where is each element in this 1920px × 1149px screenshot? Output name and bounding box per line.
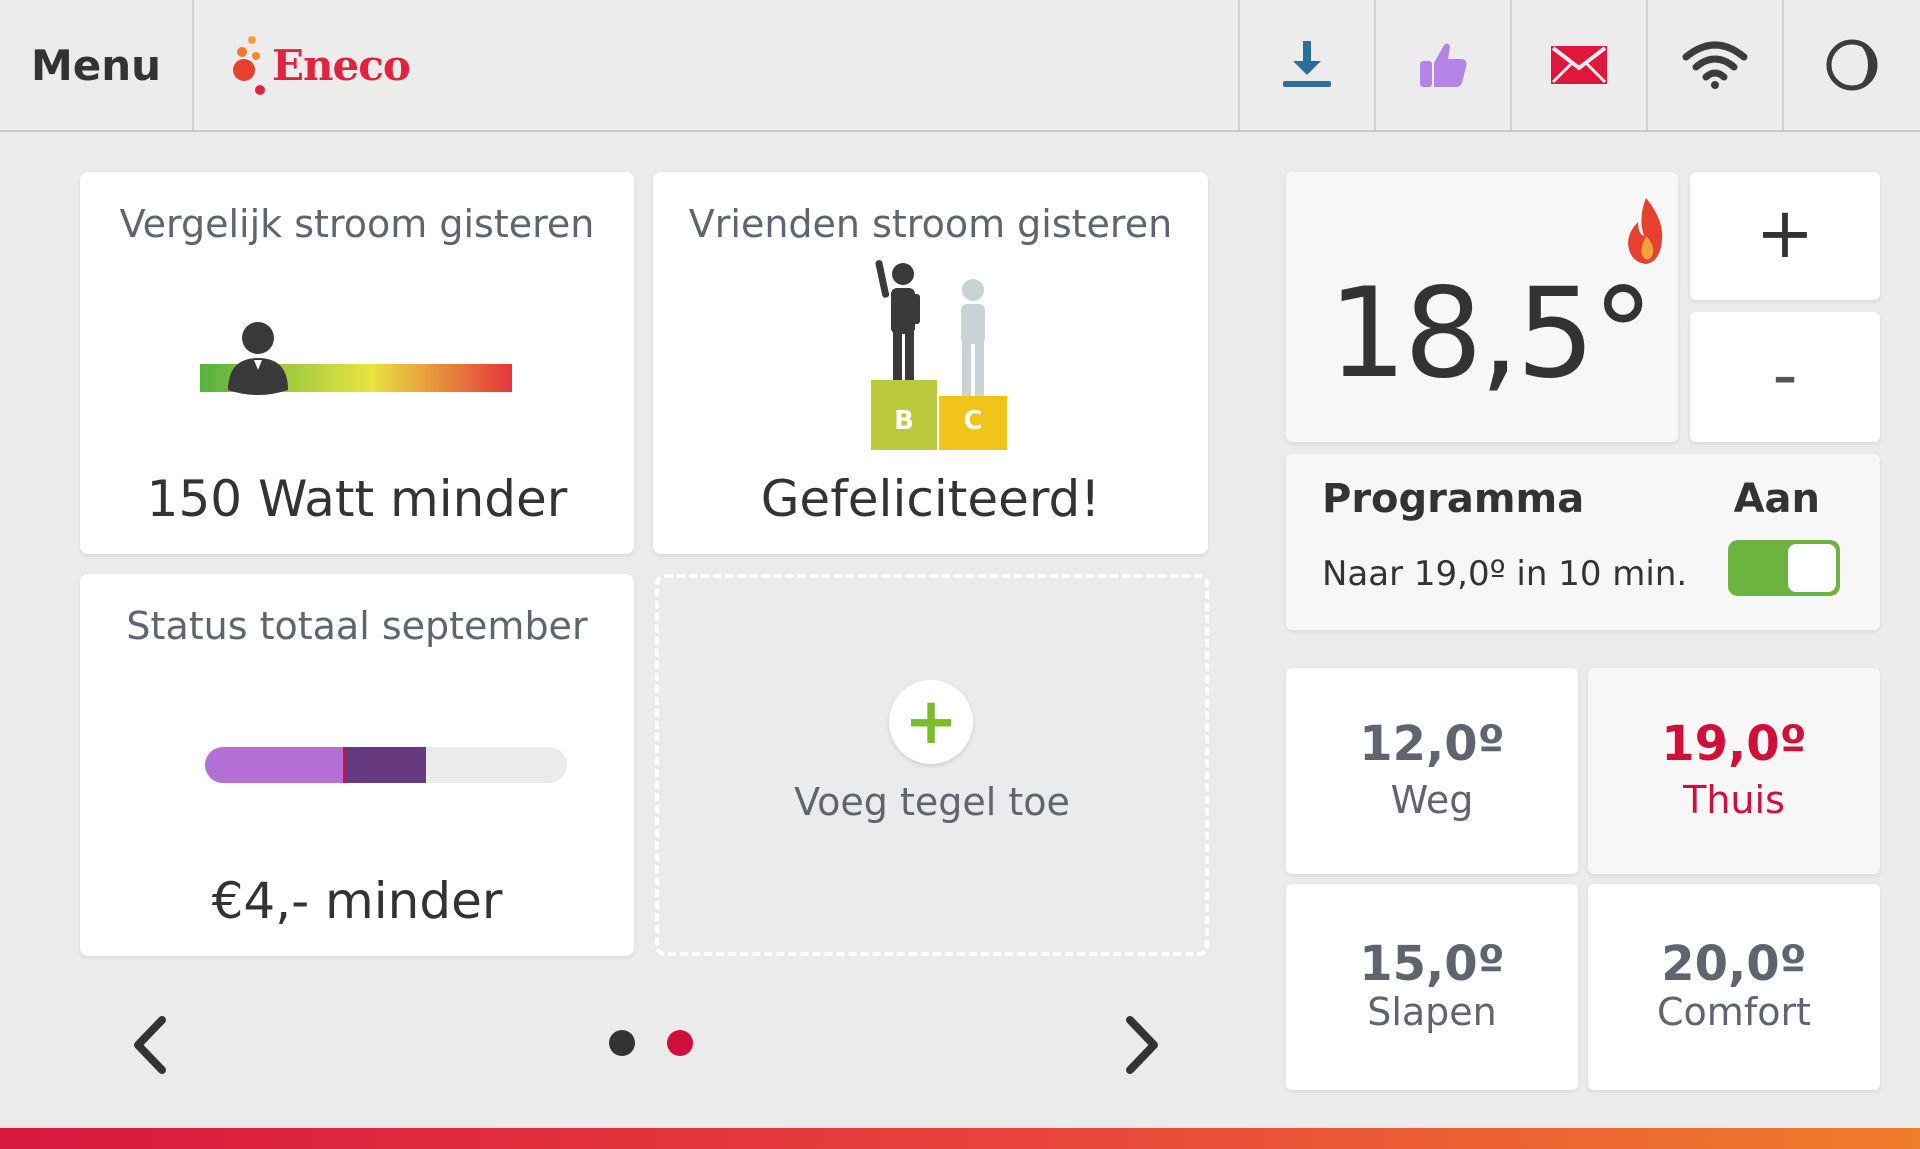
compare-power-tile[interactable]: Vergelijk stroom gisteren 150 Watt minde… [80, 172, 634, 554]
messages-button[interactable] [1510, 0, 1646, 130]
program-info: Naar 19,0º in 10 min. [1322, 554, 1688, 594]
status-total-tile[interactable]: Status totaal september €4,- minder [80, 574, 634, 956]
progress-fill-light [205, 747, 343, 783]
tile-value: 150 Watt minder [146, 470, 568, 528]
wifi-button[interactable] [1646, 0, 1782, 130]
brand-name: Eneco [272, 40, 411, 90]
preset-label: Weg [1390, 778, 1474, 822]
current-temperature-panel: 18,5° [1286, 172, 1678, 442]
tile-value: Gefeliciteerd! [760, 470, 1101, 528]
podium-illustration [871, 260, 1007, 450]
preset-value: 19,0º [1661, 716, 1807, 772]
add-tile-placeholder[interactable]: + Voeg tegel toe [655, 574, 1209, 956]
friend-figure-icon [961, 279, 985, 396]
preset-label: Comfort [1657, 990, 1811, 1034]
top-bar: Menu Eneco [0, 0, 1920, 132]
download-icon [1283, 41, 1331, 87]
tile-value: €4,- minder [211, 872, 503, 930]
progress-fill-dark [342, 747, 426, 783]
tile-title: Vergelijk stroom gisteren [119, 202, 595, 246]
toggle-knob [1788, 544, 1836, 592]
preset-value: 12,0º [1359, 716, 1505, 772]
display-mode-button[interactable] [1782, 0, 1920, 130]
minus-label: - [1772, 334, 1798, 416]
winner-figure-icon [875, 260, 920, 380]
thumbs-up-icon [1420, 43, 1467, 87]
tile-title: Vrienden stroom gisteren [688, 202, 1173, 246]
tile-title: Status totaal september [126, 604, 588, 648]
add-tile-label: Voeg tegel toe [794, 780, 1070, 824]
mail-icon [1551, 46, 1607, 84]
preset-slapen[interactable]: 15,0º Slapen [1286, 884, 1578, 1090]
plus-label: + [1755, 192, 1815, 274]
current-temperature: 18,5° [1328, 262, 1654, 406]
page-dot-2[interactable] [667, 1030, 693, 1056]
preset-comfort[interactable]: 20,0º Comfort [1588, 884, 1880, 1090]
preset-label: Slapen [1367, 990, 1497, 1034]
friends-power-tile[interactable]: Vrienden stroom gisteren B C Gefelicitee… [653, 172, 1208, 554]
brand-bottom-bar [0, 1128, 1920, 1149]
preset-weg[interactable]: 12,0º Weg [1286, 668, 1578, 874]
program-state: Aan [1733, 476, 1820, 522]
add-tile-icon[interactable]: + [889, 680, 973, 764]
page-dot-1[interactable] [609, 1030, 635, 1056]
person-icon [228, 322, 288, 395]
program-label: Programma [1322, 476, 1585, 522]
program-panel: Programma Aan Naar 19,0º in 10 min. [1286, 454, 1880, 630]
program-toggle[interactable] [1728, 540, 1840, 596]
previous-page-arrow-icon[interactable] [120, 1010, 180, 1080]
preset-value: 15,0º [1359, 936, 1505, 992]
next-page-arrow-icon[interactable] [1112, 1010, 1172, 1080]
podium-label-c: C [963, 406, 983, 436]
eneco-logo: Eneco [230, 30, 411, 100]
temperature-up-button[interactable]: + [1690, 172, 1880, 300]
wifi-icon [1682, 41, 1748, 89]
status-progress-bar [205, 747, 567, 783]
download-button[interactable] [1238, 0, 1374, 130]
flame-icon [1628, 198, 1663, 264]
feedback-button[interactable] [1374, 0, 1510, 130]
comparison-gradient-bar [200, 322, 512, 395]
podium-label-b: B [894, 406, 914, 436]
eneco-logo-mark [233, 36, 265, 95]
preset-label: Thuis [1683, 778, 1785, 822]
menu-button[interactable]: Menu [0, 0, 194, 130]
temperature-down-button[interactable]: - [1690, 312, 1880, 442]
preset-value: 20,0º [1661, 936, 1807, 992]
display-mode-icon [1826, 39, 1878, 91]
preset-thuis[interactable]: 19,0º Thuis [1588, 668, 1880, 874]
